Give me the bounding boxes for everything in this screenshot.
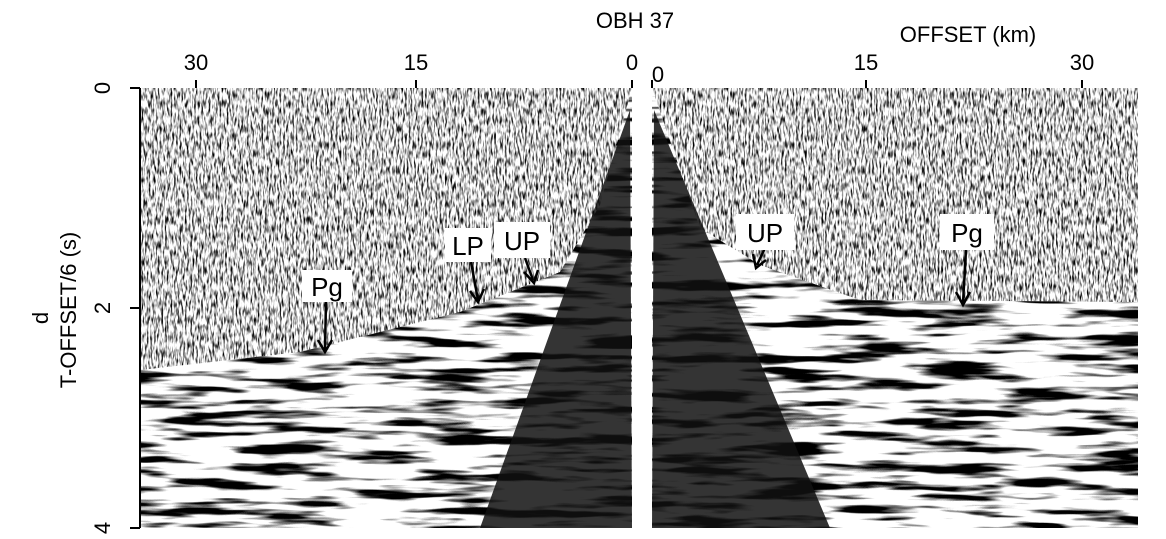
x-tick-label: 15	[404, 50, 428, 75]
y-tick-label: 2	[90, 302, 115, 314]
annotation: UP	[504, 226, 540, 256]
x-tick-label: 30	[184, 50, 208, 75]
x-tick-label: 0	[652, 62, 664, 87]
x-axis-label: OFFSET (km)	[900, 22, 1036, 47]
panel-label: d	[28, 312, 53, 324]
y-tick-label: 0	[90, 82, 115, 94]
x-tick-label: 0	[626, 50, 638, 75]
annotation: LP	[452, 231, 484, 261]
annotation: Pg	[311, 272, 343, 302]
y-tick-label: 4	[90, 522, 115, 534]
annotations	[316, 247, 972, 355]
annotation: UP	[747, 218, 783, 248]
seismic-section	[140, 88, 1138, 528]
title: OBH 37	[596, 8, 674, 33]
y-axis-label: T-OFFSET/6 (s)	[56, 232, 81, 388]
annotation: Pg	[951, 218, 983, 248]
x-tick-label: 30	[1070, 50, 1094, 75]
x-tick-label: 15	[854, 50, 878, 75]
annotation-boxes	[302, 214, 994, 302]
